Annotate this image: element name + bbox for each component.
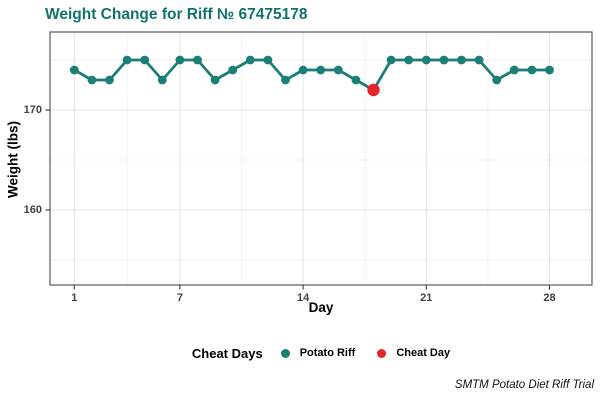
x-tick-label-1: 1 [71,292,78,304]
data-point-day-27 [527,65,537,75]
data-point-day-5 [140,55,150,65]
data-point-day-2 [87,75,97,85]
legend-item-cheat-day: Cheat Day [377,347,450,359]
panel-border [49,31,593,286]
data-point-day-28 [545,65,554,75]
data-point-day-6 [157,75,167,85]
legend: Cheat Days Potato Riff Cheat Day [50,343,592,363]
data-point-day-4 [122,55,132,65]
data-point-day-21 [421,55,431,65]
data-point-day-17 [351,75,361,85]
data-point-day-26 [509,65,519,75]
data-point-day-16 [333,65,343,75]
data-point-day-14 [298,65,308,75]
legend-dot-cheat-day-icon [377,348,387,358]
data-point-day-1 [69,65,79,75]
data-point-day-20 [404,55,414,65]
legend-dot-potato-riff-icon [280,348,290,358]
data-point-day-10 [228,65,238,75]
data-point-day-23 [457,55,466,65]
legend-label-potato-riff: Potato Riff [299,347,356,359]
data-point-day-13 [281,75,290,85]
data-point-day-3 [105,75,114,85]
data-point-day-24 [474,55,484,65]
x-axis-title: Day [308,300,334,315]
data-point-day-22 [439,55,449,65]
cheat-point-day-18 [367,83,380,97]
legend-label-cheat-day: Cheat Day [396,347,451,359]
y-tick-label-160: 160 [23,203,42,216]
data-point-day-12 [263,55,273,65]
y-tick-label-170: 170 [23,103,42,116]
data-point-day-25 [492,75,502,85]
data-point-day-19 [386,55,396,65]
caption: SMTM Potato Diet Riff Trial [454,379,594,391]
chart-title: Weight Change for Riff № 67475178 [45,6,308,23]
weight-line [72,58,551,92]
data-point-day-11 [245,55,255,65]
data-point-day-9 [210,75,220,85]
x-tick-label-7: 7 [176,292,183,304]
x-tick-label-28: 28 [543,292,556,304]
x-tick-label-21: 21 [420,292,433,304]
legend-item-potato-riff: Potato Riff [280,347,356,359]
data-point-day-8 [193,55,202,65]
legend-title: Cheat Days [191,345,263,361]
x-tick-label-14: 14 [296,292,310,304]
data-point-day-7 [175,55,185,65]
data-point-day-15 [316,65,326,75]
